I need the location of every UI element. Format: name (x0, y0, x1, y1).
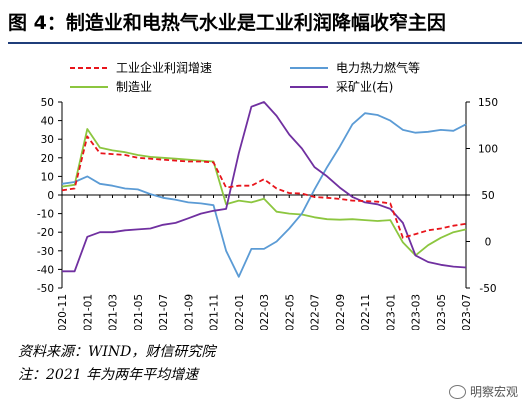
legend-label-2: 电力热力燃气等 (336, 60, 420, 75)
wechat-icon (448, 384, 466, 399)
series-layer (61, 101, 467, 278)
x-tick-label: 2021-01 (82, 294, 94, 330)
y-left-tick-label: 30 (41, 134, 54, 146)
watermark: 明察宏观 (448, 383, 518, 400)
x-tick-label: 2021-05 (133, 294, 145, 330)
y-right-tick-label: 150 (478, 97, 498, 109)
x-tick-label: 2022-07 (310, 294, 322, 330)
y-left-tick-label: 10 (41, 171, 54, 183)
x-tick-label: 2022-05 (284, 294, 296, 330)
footnote: 注：2021 年为两年平均增速 (18, 367, 199, 383)
title-divider (8, 42, 522, 44)
x-tick-label: 2021-07 (158, 294, 170, 330)
watermark-text: 明察宏观 (469, 385, 518, 399)
y-left-tick-label: -20 (37, 227, 54, 239)
y-left-tick-label: 40 (41, 116, 54, 128)
source-note: 资料来源：WIND，财信研究院 (18, 344, 216, 360)
x-tick-label: 2021-11 (209, 294, 221, 330)
x-tick-label: 2023-07 (461, 294, 473, 330)
figure-title: 图 4：制造业和电热气水业是工业利润降幅收窄主因 (8, 12, 446, 34)
x-tick-label: 2020-11 (57, 294, 69, 330)
x-tick-label: 2023-05 (436, 294, 448, 330)
x-tick-label: 2022-09 (335, 294, 347, 330)
y-left-tick-label: 50 (41, 97, 54, 109)
legend-label-0: 工业企业利润增速 (116, 60, 212, 75)
y-left-tick-label: -50 (37, 283, 54, 295)
legend-label-1: 制造业 (116, 80, 152, 94)
legend-label-3: 采矿业(右) (336, 79, 393, 94)
series-line-0 (61, 135, 467, 239)
y-right-tick-label: 0 (485, 237, 492, 249)
x-tick-label: 2021-03 (108, 294, 120, 330)
line-chart: -50 -40 -30 -20 -10 0 10 20 30 40 50 -50 0 50 100 150 20… (37, 60, 498, 330)
y-left-tick-label: -30 (37, 246, 54, 258)
x-tick-label: 2023-03 (411, 294, 423, 330)
y-left-tick-label: 0 (47, 190, 54, 202)
series-line-2 (61, 112, 467, 278)
y-right-tick-label: -50 (479, 283, 496, 295)
x-tick-label: 2022-11 (360, 294, 372, 330)
series-line-3 (62, 101, 467, 273)
y-left-tick-label: 20 (41, 153, 54, 165)
y-right-tick-label: 100 (478, 144, 498, 156)
y-right-tick-label: 50 (481, 190, 494, 202)
y-left-tick-label: -40 (37, 264, 54, 276)
x-tick-label: 2023-01 (385, 294, 397, 330)
x-tick-label: 2022-03 (259, 294, 271, 330)
axes-layer: -50 -40 -30 -20 -10 0 10 20 30 40 50 -50 0 50 100 150 20… (37, 97, 498, 330)
series-line-1 (61, 128, 467, 257)
x-tick-label: 2021-09 (183, 294, 195, 330)
x-tick-label: 2022-01 (234, 294, 246, 330)
y-left-tick-label: -10 (37, 209, 54, 221)
